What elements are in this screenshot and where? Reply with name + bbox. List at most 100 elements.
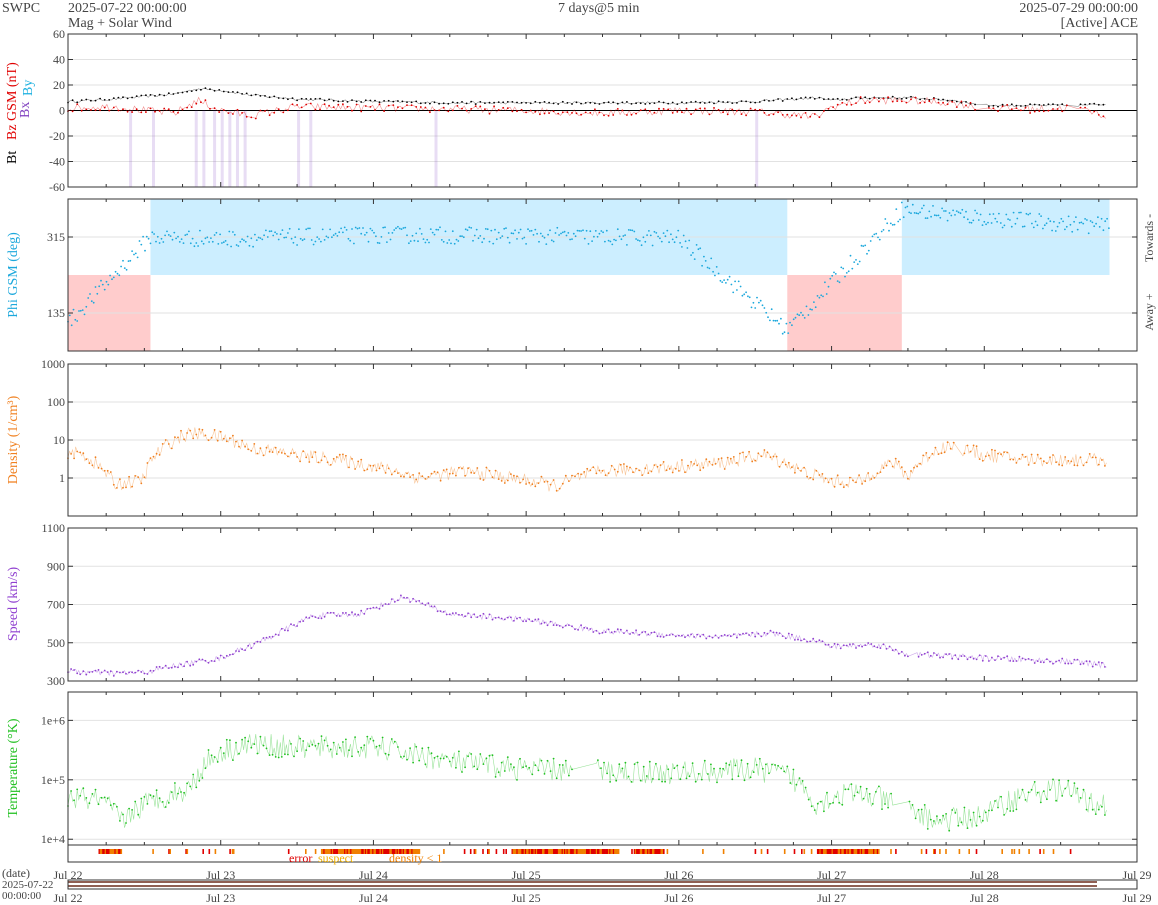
speed-point bbox=[244, 649, 247, 651]
speed-point bbox=[583, 626, 586, 629]
density-point bbox=[969, 450, 972, 453]
phi-point bbox=[450, 242, 452, 245]
phi-point bbox=[1027, 213, 1030, 216]
density-point bbox=[79, 451, 82, 454]
density-point bbox=[931, 452, 934, 455]
bz-point bbox=[479, 105, 482, 108]
by-legend: By bbox=[21, 80, 36, 96]
speed-point bbox=[329, 611, 332, 614]
speed-point bbox=[845, 644, 848, 647]
bt-point bbox=[758, 101, 761, 103]
status-mark bbox=[588, 849, 591, 854]
phi-point bbox=[1016, 217, 1019, 220]
status-mark bbox=[572, 849, 575, 854]
density-point bbox=[528, 481, 531, 484]
temperature-point bbox=[969, 819, 972, 821]
speed-point bbox=[131, 671, 134, 674]
speed-point bbox=[473, 613, 476, 616]
bz-point bbox=[626, 114, 628, 116]
density-point bbox=[360, 458, 363, 461]
phi-point bbox=[1054, 230, 1057, 232]
density-point bbox=[1088, 453, 1091, 455]
bt-point bbox=[781, 100, 784, 102]
speed-point bbox=[403, 596, 405, 599]
status-mark bbox=[835, 849, 837, 854]
phi-point bbox=[475, 228, 478, 231]
bt-point bbox=[76, 101, 79, 104]
status-mark bbox=[836, 849, 839, 854]
bt-point bbox=[323, 99, 326, 102]
density-point bbox=[708, 460, 711, 463]
phi-point bbox=[1089, 220, 1092, 222]
density-point bbox=[415, 478, 418, 481]
bt-point bbox=[566, 102, 569, 104]
status-mark bbox=[232, 849, 235, 854]
phi-point bbox=[354, 226, 357, 229]
phi-point bbox=[200, 240, 203, 243]
phi-point bbox=[732, 291, 735, 294]
phi-point bbox=[882, 229, 885, 231]
phi-point bbox=[778, 322, 780, 325]
speed-point bbox=[137, 669, 140, 672]
speed-tick-label: 700 bbox=[47, 598, 65, 612]
status-mark bbox=[933, 849, 935, 854]
bz-point bbox=[791, 114, 793, 117]
bt-point bbox=[676, 103, 679, 105]
density-point bbox=[739, 452, 741, 455]
bt-point bbox=[108, 99, 111, 101]
density-point bbox=[265, 446, 268, 449]
status-mark bbox=[615, 849, 617, 854]
status-mark bbox=[488, 849, 490, 854]
speed-point bbox=[1036, 660, 1039, 662]
bt-point bbox=[177, 92, 179, 94]
temperature-point bbox=[400, 756, 402, 758]
speed-point bbox=[656, 635, 659, 638]
speed-point bbox=[960, 655, 963, 657]
bt-point bbox=[273, 95, 276, 98]
phi-point bbox=[565, 234, 568, 237]
status-mark bbox=[653, 849, 655, 854]
speed-point bbox=[409, 601, 411, 603]
temperature-point bbox=[158, 797, 161, 800]
temperature-point bbox=[1049, 789, 1051, 791]
phi-point bbox=[409, 240, 412, 243]
speed-point bbox=[88, 671, 91, 674]
bt-point bbox=[946, 99, 949, 102]
phi-point bbox=[351, 228, 353, 230]
density-point bbox=[552, 479, 555, 481]
phi-point bbox=[743, 293, 746, 296]
phi-point bbox=[429, 228, 432, 231]
bt-point bbox=[227, 91, 230, 93]
speed-point bbox=[1052, 662, 1054, 665]
phi-point bbox=[561, 231, 564, 234]
speed-point bbox=[933, 652, 935, 654]
bz-point bbox=[401, 107, 404, 110]
bz-point bbox=[287, 109, 289, 112]
bz-point bbox=[429, 111, 431, 114]
phi-point bbox=[1064, 228, 1066, 231]
status-mark bbox=[865, 849, 868, 854]
status-mark bbox=[399, 849, 401, 854]
speed-point bbox=[400, 594, 402, 597]
density-point bbox=[403, 475, 405, 478]
phi-point bbox=[468, 226, 471, 229]
phi-point bbox=[1053, 220, 1055, 223]
density-point bbox=[308, 461, 311, 463]
status-mark bbox=[367, 849, 369, 854]
speed-point bbox=[705, 637, 708, 640]
bz-point bbox=[584, 111, 587, 114]
status-mark bbox=[544, 849, 547, 854]
speed-point bbox=[335, 615, 338, 617]
density-tick-label: 100 bbox=[47, 395, 65, 409]
speed-point bbox=[516, 617, 518, 620]
bz-point bbox=[204, 99, 207, 101]
status-mark bbox=[862, 849, 864, 854]
bt-point bbox=[415, 100, 418, 103]
bt-point bbox=[1038, 104, 1041, 106]
temperature-point bbox=[761, 767, 764, 770]
bt-point bbox=[99, 97, 101, 100]
temperature-point bbox=[198, 779, 201, 782]
bz-point bbox=[566, 111, 569, 114]
speed-point bbox=[745, 632, 747, 635]
speed-point bbox=[900, 650, 903, 653]
